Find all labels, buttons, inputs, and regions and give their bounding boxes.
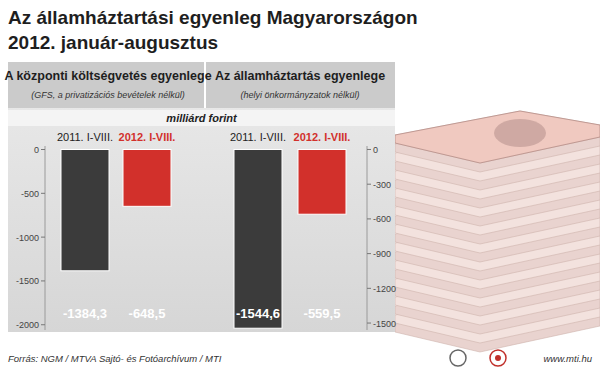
- title: Az államháztartási egyenleg Magyarország…: [8, 7, 418, 28]
- panel: [8, 62, 395, 332]
- banknote-stack: [395, 111, 600, 352]
- tick-label: -1000: [16, 233, 39, 243]
- chart: A központi költségvetés egyenlege (GFS, a…: [4, 69, 211, 330]
- tick-label: -1500: [373, 319, 396, 329]
- chart-title: Az államháztartás egyenlege: [215, 69, 385, 83]
- tick-label: -2000: [16, 320, 39, 330]
- tick-label: -1500: [16, 276, 39, 286]
- chart-subtitle: (GFS, a privatizációs bevételek nélkül): [31, 90, 185, 100]
- bar: [123, 150, 171, 207]
- data-label: -1384,3: [63, 306, 107, 321]
- tick-label: -300: [373, 180, 391, 190]
- source: Forrás: NGM / MTVA Sajtó- és Fotóarchívu…: [8, 353, 222, 364]
- tick-mark: [367, 218, 371, 219]
- tick-mark: [41, 280, 45, 281]
- chart-subtitle: (helyi önkormányzatok nélkül): [240, 90, 359, 100]
- logos: [450, 350, 506, 366]
- tick-mark: [41, 193, 45, 194]
- tick-mark: [367, 323, 371, 324]
- bars: [61, 150, 171, 271]
- chart-canvas: Az államháztartási egyenleg Magyarország…: [0, 0, 600, 376]
- tick-mark: [367, 288, 371, 289]
- tick-label: 0: [34, 145, 39, 155]
- chart: Az államháztartás egyenlege (helyi önkorm…: [215, 69, 396, 330]
- tick-label: -500: [21, 189, 39, 199]
- bar: [298, 149, 346, 214]
- chart-title: A központi költségvetés egyenlege: [4, 69, 211, 83]
- y-axis: [367, 146, 368, 330]
- bars: [234, 149, 346, 328]
- bar: [234, 149, 282, 328]
- banknote-portrait: [494, 119, 546, 147]
- y-axis: [45, 146, 46, 330]
- unit-band: [8, 110, 395, 126]
- tick-label: 0: [373, 145, 378, 155]
- banknote-top: [395, 111, 600, 163]
- category-label: 2012. I-VIII.: [119, 131, 176, 143]
- data-label: -1544,6: [236, 306, 280, 321]
- bar: [61, 150, 109, 271]
- tick-label: -600: [373, 214, 391, 224]
- banknote: [395, 111, 600, 163]
- tick-mark: [367, 253, 371, 254]
- data-label: -648,5: [129, 306, 166, 321]
- subtitle: 2012. január-augusztus: [8, 32, 218, 53]
- logo: [450, 350, 466, 366]
- tick-mark: [367, 149, 371, 150]
- tick-label: -900: [373, 249, 391, 259]
- tick-mark: [41, 149, 45, 150]
- tick-label: -1200: [373, 284, 396, 294]
- logo: [495, 355, 501, 361]
- category-label: 2011. I-VIII.: [57, 131, 113, 143]
- tick-mark: [41, 324, 45, 325]
- logo: [490, 350, 506, 366]
- category-label: 2011. I-VIII.: [230, 131, 286, 143]
- unit-label: milliárd forint: [166, 112, 238, 124]
- data-label: -559,5: [304, 306, 341, 321]
- website: www.mti.hu: [543, 353, 592, 364]
- category-label: 2012. I-VIII.: [294, 131, 351, 143]
- tick-mark: [367, 184, 371, 185]
- tick-mark: [41, 237, 45, 238]
